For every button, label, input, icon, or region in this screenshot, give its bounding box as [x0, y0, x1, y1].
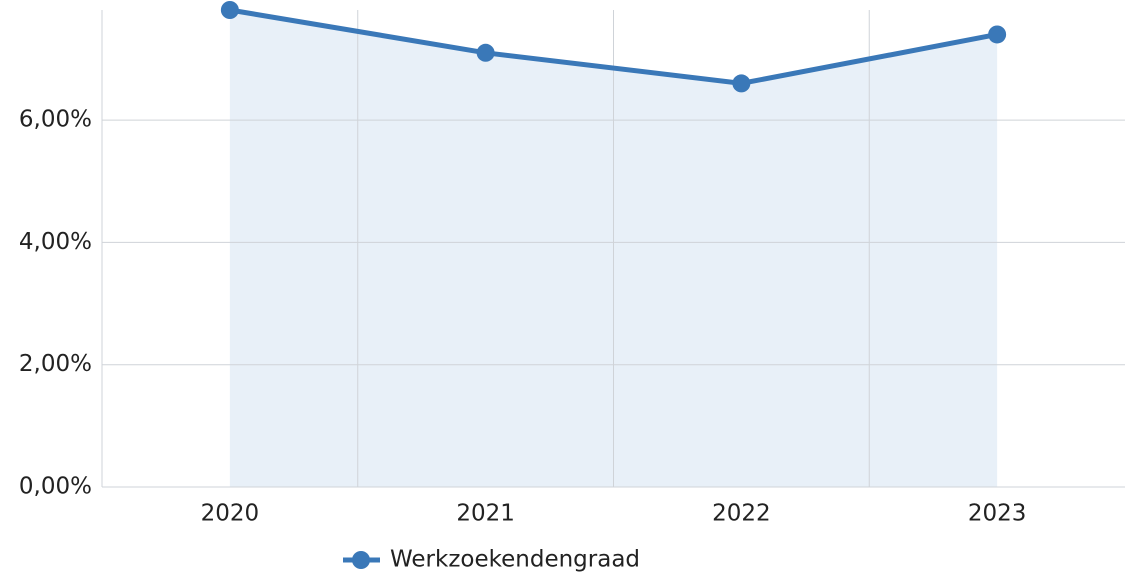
x-tick-label: 2022: [712, 501, 771, 527]
point: [988, 25, 1007, 44]
y-tick-label: 2,00%: [19, 351, 92, 377]
y-tick-label: 4,00%: [19, 229, 92, 255]
legend-marker: [352, 551, 370, 569]
point: [476, 43, 495, 62]
point: [732, 74, 751, 93]
x-tick-label: 2021: [456, 501, 515, 527]
x-tick-label: 2023: [968, 501, 1027, 527]
legend-label: Werkzoekendengraad: [390, 547, 640, 573]
line: [229, 7, 998, 86]
y-tick-label: 6,00%: [19, 107, 92, 133]
x-tick-label: 2020: [201, 501, 260, 527]
point: [220, 1, 239, 19]
y-tick-label: 0,00%: [19, 474, 92, 500]
